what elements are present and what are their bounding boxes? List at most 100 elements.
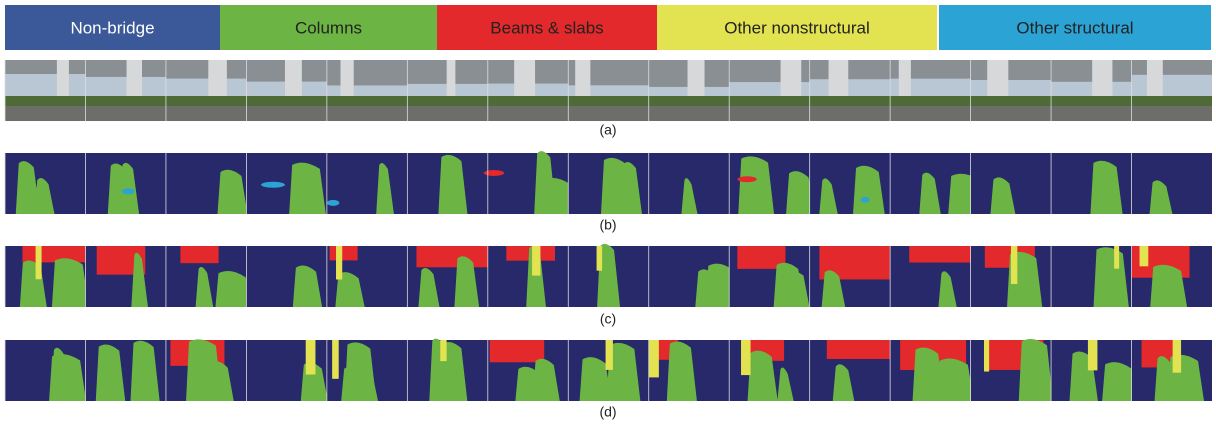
deck	[971, 60, 1051, 80]
image-tile	[5, 153, 85, 214]
ground	[1132, 106, 1212, 121]
nonstructural-region	[332, 340, 339, 379]
ground	[246, 106, 326, 121]
image-tile	[246, 60, 326, 121]
ground	[1051, 106, 1131, 121]
image-tile	[971, 153, 1051, 214]
beam-region	[827, 340, 890, 359]
misc-region	[122, 188, 135, 194]
beam-region	[330, 246, 358, 260]
ground	[649, 106, 729, 121]
nonstructural-region	[1114, 246, 1119, 269]
trees	[5, 96, 85, 106]
legend-label: Columns	[295, 18, 362, 37]
legend-label: Non-bridge	[70, 18, 154, 37]
image-tile	[971, 339, 1053, 401]
ground	[890, 106, 970, 121]
nonstructural-region	[1140, 246, 1149, 266]
image-tile	[166, 246, 252, 307]
image-tile	[649, 60, 729, 121]
deck	[5, 60, 85, 74]
trees	[729, 96, 809, 106]
image-tile	[327, 340, 407, 401]
trees	[327, 96, 407, 106]
ground	[166, 106, 246, 121]
deck	[1132, 60, 1212, 75]
ground	[568, 106, 648, 121]
image-tile	[568, 60, 648, 121]
panel-label: (c)	[600, 311, 616, 327]
legend-label: Other structural	[1016, 18, 1133, 37]
image-tile	[327, 246, 407, 307]
image-tile	[1051, 60, 1131, 121]
nonstructural-region	[597, 246, 603, 271]
beam-region	[416, 246, 488, 267]
image-tile	[890, 246, 971, 307]
legend-label: Beams & slabs	[490, 18, 603, 37]
image-tile	[246, 153, 326, 214]
image-tile	[568, 340, 648, 401]
image-tile	[407, 153, 487, 214]
image-tile	[810, 246, 890, 307]
image-tile	[729, 153, 814, 214]
trees	[890, 96, 970, 106]
deck	[166, 60, 246, 79]
ground	[971, 106, 1051, 121]
ground	[327, 106, 407, 121]
nonstructural-region	[606, 340, 613, 370]
panel-label: (b)	[599, 217, 616, 233]
background	[327, 153, 407, 214]
image-tile	[5, 340, 86, 401]
deck	[1051, 60, 1131, 82]
image-tile	[971, 60, 1051, 121]
misc-region	[861, 197, 870, 203]
image-tile	[166, 339, 246, 401]
image-tile	[729, 340, 809, 401]
image-tile	[85, 60, 165, 121]
misc-region	[261, 182, 285, 188]
beam-region	[180, 246, 218, 263]
image-tile	[729, 246, 809, 307]
image-tile	[1051, 153, 1131, 214]
image-tile	[488, 60, 568, 121]
ground	[729, 106, 809, 121]
legend-label: Other nonstructural	[724, 18, 870, 37]
image-tile	[5, 246, 91, 307]
misc-region	[327, 200, 339, 206]
image-tile	[85, 340, 165, 401]
nonstructural-region	[306, 340, 316, 375]
image-tile	[1132, 60, 1212, 121]
image-tile	[85, 246, 165, 307]
image-tile	[166, 153, 248, 214]
trees	[649, 96, 729, 106]
nonstructural-region	[336, 246, 342, 279]
image-tile	[1132, 340, 1212, 401]
ground	[85, 106, 165, 121]
image-tile	[1051, 246, 1131, 307]
deck	[810, 60, 890, 79]
image-tile	[568, 244, 648, 307]
image-tile	[246, 340, 327, 401]
nonstructural-region	[649, 340, 659, 377]
image-tile	[810, 340, 891, 401]
image-tile	[5, 60, 85, 121]
image-tile	[810, 60, 890, 121]
ground	[488, 106, 568, 121]
deck	[85, 60, 165, 77]
deck	[327, 60, 407, 85]
image-tile	[327, 60, 407, 121]
image-tile	[246, 246, 326, 307]
beam-region	[909, 246, 971, 263]
nonstructural-region	[1011, 246, 1017, 284]
image-tile	[649, 340, 729, 401]
trees	[246, 96, 326, 106]
misc-region	[484, 170, 504, 176]
image-tile	[568, 153, 648, 214]
image-tile	[1132, 246, 1212, 307]
image-tile	[85, 153, 165, 214]
image-tile	[488, 246, 568, 307]
ground	[5, 106, 85, 121]
trees	[85, 96, 165, 106]
image-tile	[407, 246, 488, 307]
trees	[488, 96, 568, 106]
